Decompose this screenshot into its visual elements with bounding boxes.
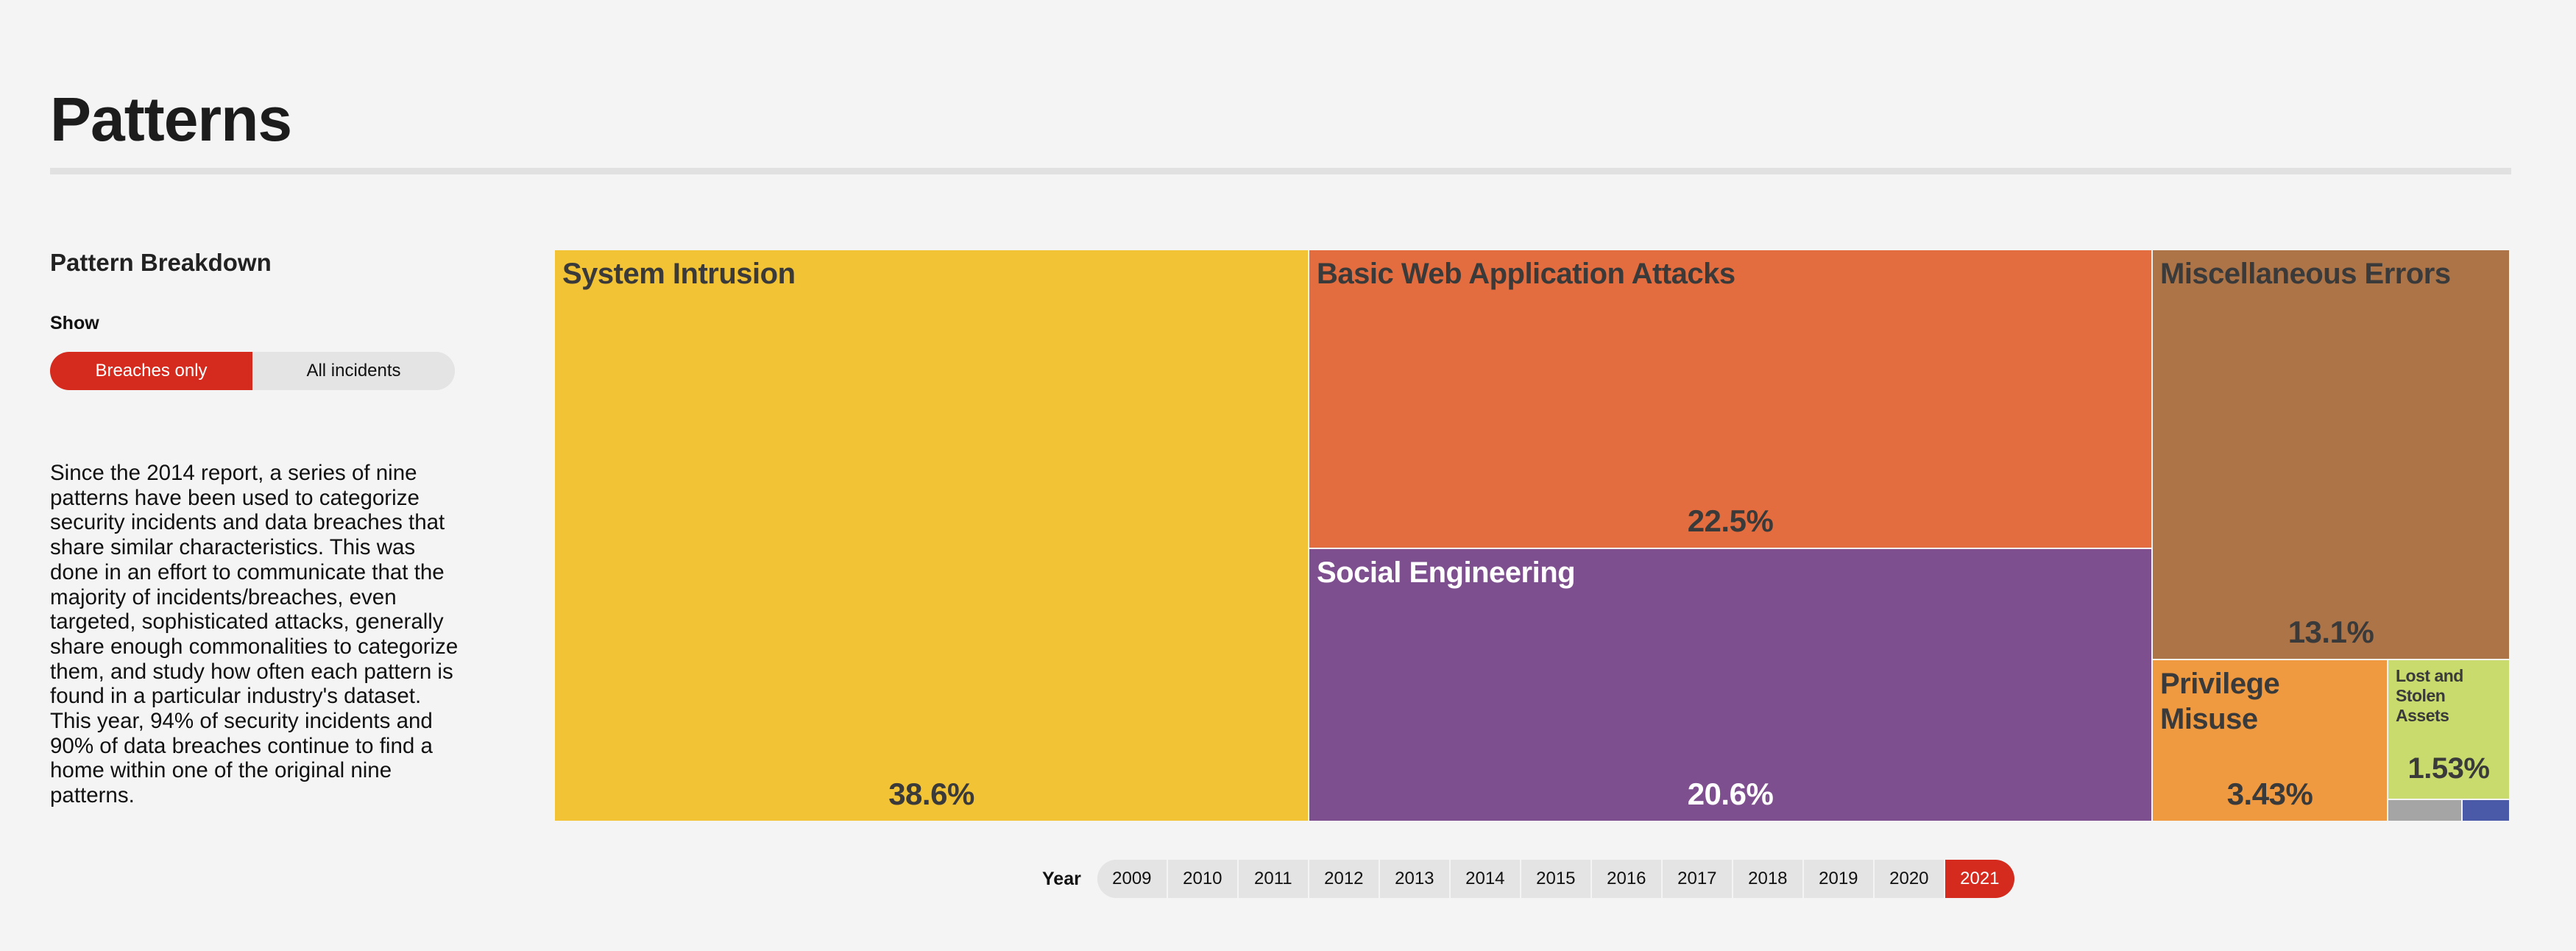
tile-value: 20.6%: [1687, 777, 1774, 811]
tile-label: Basic Web Application Attacks: [1317, 258, 1735, 290]
tile-value: 38.6%: [888, 777, 974, 811]
tile-social-engineering[interactable]: Social Engineering 20.6%: [1309, 549, 2153, 822]
year-button-2014[interactable]: 2014: [1450, 860, 1521, 898]
year-button-2019[interactable]: 2019: [1803, 860, 1875, 898]
tile-label: Privilege Misuse: [2160, 668, 2280, 735]
pattern-treemap: System Intrusion 38.6% Basic Web Applicati…: [555, 250, 2510, 822]
show-label: Show: [50, 313, 99, 333]
breach-incident-toggle: Breaches only All incidents: [50, 352, 455, 390]
tile-lost-and-stolen-assets[interactable]: Lost and Stolen Assets 1.53%: [2388, 660, 2510, 800]
year-selector: Year 2009 2010 2011 2012 2013 2014 2015 2016 201…: [1042, 860, 2014, 898]
tile-other-pattern-blue[interactable]: [2463, 800, 2510, 822]
year-button-2010[interactable]: 2010: [1167, 860, 1239, 898]
year-button-2016[interactable]: 2016: [1591, 860, 1663, 898]
title-divider: [50, 168, 2511, 174]
tile-value: 22.5%: [1687, 503, 1774, 538]
year-track: 2009 2010 2011 2012 2013 2014 2015 2016 2017 2018…: [1097, 860, 2014, 898]
tile-label: System Intrusion: [562, 258, 796, 290]
description-text: Since the 2014 report, a series of nine …: [50, 461, 459, 808]
year-button-2015[interactable]: 2015: [1521, 860, 1592, 898]
tile-privilege-misuse[interactable]: Privilege Misuse 3.43%: [2153, 660, 2388, 822]
all-incidents-button[interactable]: All incidents: [252, 352, 455, 390]
tile-label: Social Engineering: [1317, 556, 1576, 589]
breaches-only-button[interactable]: Breaches only: [50, 352, 252, 390]
year-button-2012[interactable]: 2012: [1309, 860, 1380, 898]
year-button-2011[interactable]: 2011: [1238, 860, 1309, 898]
tile-miscellaneous-errors[interactable]: Miscellaneous Errors 13.1%: [2153, 250, 2510, 660]
tile-value: 3.43%: [2226, 777, 2313, 811]
tile-label: Miscellaneous Errors: [2160, 258, 2451, 290]
year-button-2013[interactable]: 2013: [1379, 860, 1451, 898]
section-title: Pattern Breakdown: [50, 249, 272, 276]
year-button-2018[interactable]: 2018: [1733, 860, 1804, 898]
tile-label: Lost and Stolen Assets: [2396, 666, 2463, 726]
year-button-2009[interactable]: 2009: [1097, 860, 1168, 898]
year-button-2021[interactable]: 2021: [1945, 860, 2014, 898]
tile-value: 1.53%: [2407, 752, 2490, 785]
tile-value: 13.1%: [2287, 615, 2374, 649]
page-title: Patterns: [50, 85, 292, 154]
year-button-2017[interactable]: 2017: [1662, 860, 1733, 898]
sidebar: Pattern Breakdown Show Breaches only All…: [50, 250, 462, 830]
tile-other-pattern-gray[interactable]: [2388, 800, 2463, 822]
year-label: Year: [1042, 868, 1081, 889]
tile-basic-web-application-attacks[interactable]: Basic Web Application Attacks 22.5%: [1309, 250, 2153, 549]
year-button-2020[interactable]: 2020: [1874, 860, 1945, 898]
tile-system-intrusion[interactable]: System Intrusion 38.6%: [555, 250, 1309, 822]
